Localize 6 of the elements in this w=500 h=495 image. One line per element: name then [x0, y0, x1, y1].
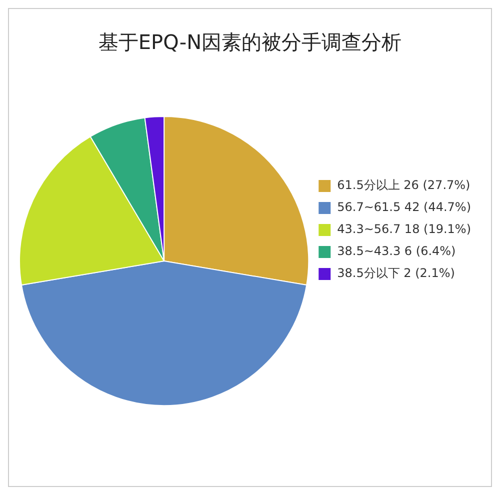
chart-title: 基于EPQ-N因素的被分手调查分析 — [98, 30, 402, 54]
legend-label: 43.3~56.7 18 (19.1%) — [337, 222, 471, 236]
legend-label: 61.5分以上 26 (27.7%) — [337, 178, 470, 192]
legend-label: 38.5~43.3 6 (6.4%) — [337, 244, 456, 258]
legend-label: 56.7~61.5 42 (44.7%) — [337, 200, 471, 214]
legend-label: 38.5分以下 2 (2.1%) — [337, 266, 455, 280]
